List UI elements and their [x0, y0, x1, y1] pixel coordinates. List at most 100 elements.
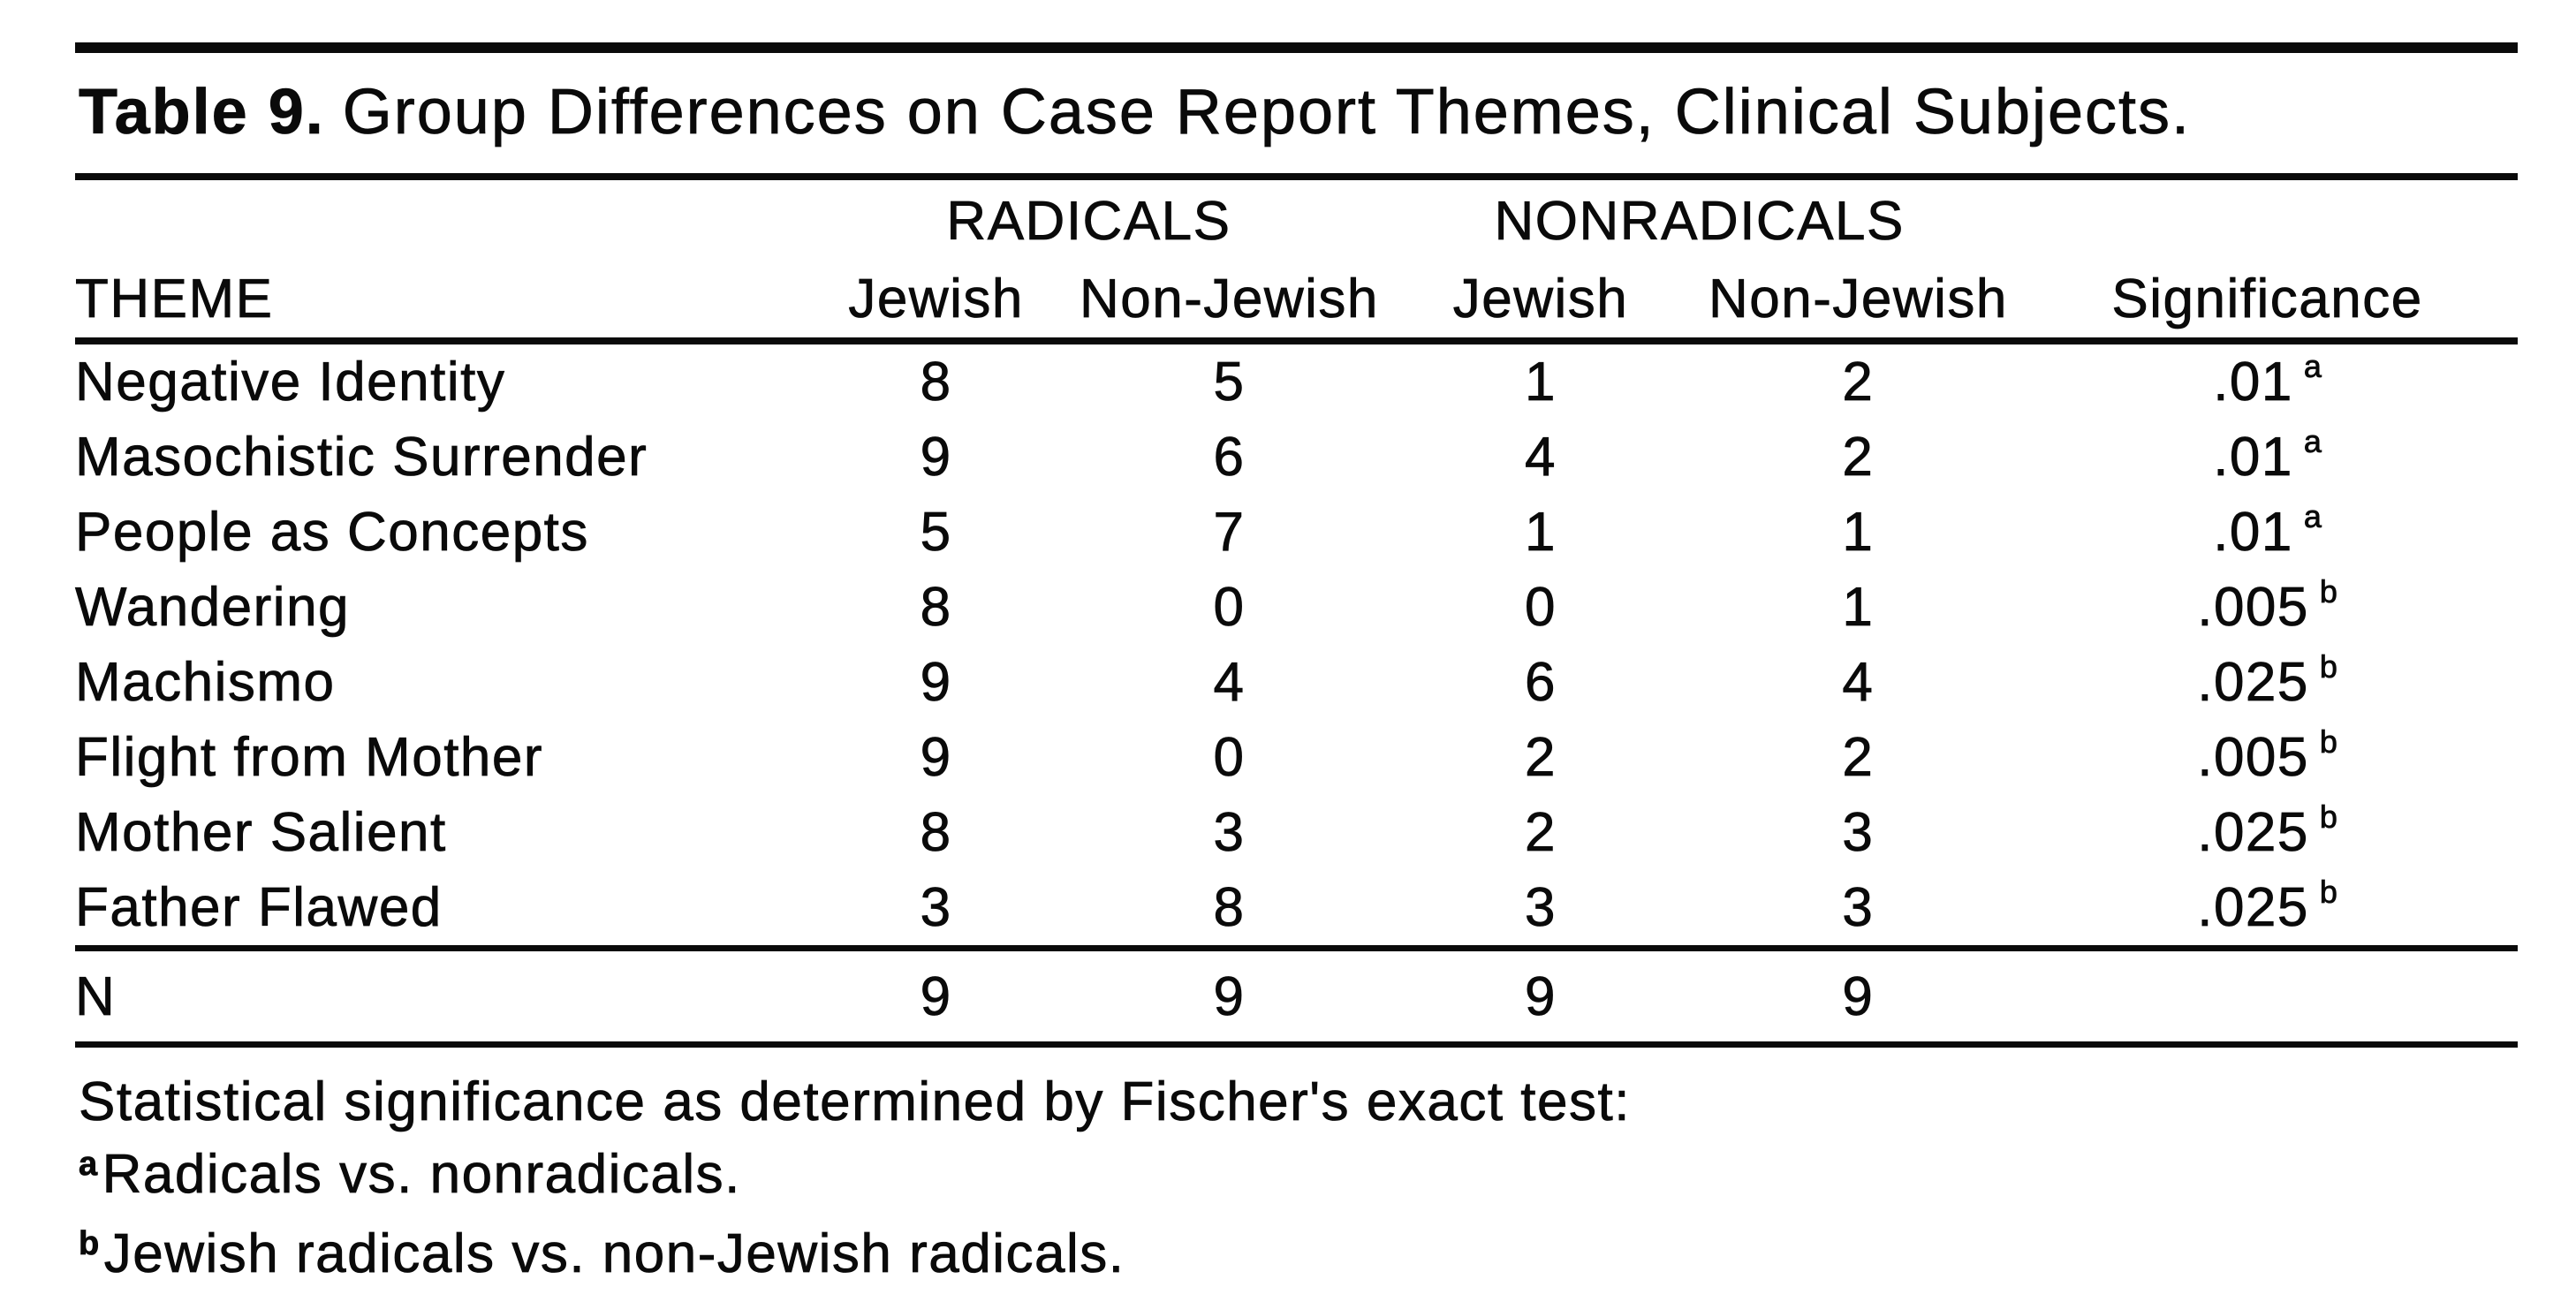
- column-header-radicals-non-jewish: Non-Jewish: [1076, 260, 1383, 344]
- footnote-b: bJewish radicals vs. non-Jewish radicals…: [79, 1223, 2518, 1293]
- value-cell: 2: [1842, 352, 1875, 413]
- n-row-label: N: [75, 945, 796, 1048]
- value-cell: 2: [1524, 727, 1557, 789]
- n-value-cell: 9: [1699, 945, 2018, 1048]
- footnote-a: aRadicals vs. nonradicals.: [79, 1143, 2518, 1214]
- value-cell: 8: [920, 802, 952, 864]
- value-cell: 9: [920, 727, 952, 789]
- value-cell: 8: [920, 577, 952, 639]
- significance-footnote-marker: b: [2319, 573, 2337, 610]
- table-row: Wandering 8 0 0 1 .005 b: [75, 570, 2518, 645]
- footnote-b-marker: b: [79, 1225, 101, 1263]
- table-title-text: Group Differences on Case Report Themes,…: [342, 77, 2192, 148]
- significance-cell: .005 b: [2017, 720, 2518, 795]
- significance-cell: .01 a: [2017, 495, 2518, 570]
- value-cell: 4: [1524, 427, 1557, 488]
- value-cell: 2: [1842, 427, 1875, 488]
- significance-value: .005: [2197, 727, 2309, 789]
- significance-footnote-marker: a: [2303, 498, 2322, 535]
- n-significance-cell: [2017, 945, 2518, 1048]
- value-cell: 3: [1842, 802, 1875, 864]
- value-cell: 6: [1524, 652, 1557, 714]
- value-cell: 8: [1213, 877, 1246, 939]
- case-report-themes-table: RADICALS NONRADICALS THEME Jewish Non-Je…: [75, 182, 2518, 1048]
- significance-cell: .025 b: [2017, 645, 2518, 720]
- n-value-cell: 9: [795, 945, 1077, 1048]
- table-row: Negative Identity 8 5 1 2 .01 a: [75, 341, 2518, 420]
- value-cell: 1: [1842, 577, 1875, 639]
- column-header-row: THEME Jewish Non-Jewish Jewish Non-Jewis…: [75, 260, 2518, 344]
- significance-footnote-marker: b: [2319, 874, 2337, 911]
- table-9-block: Table 9. Group Differences on Case Report…: [75, 0, 2518, 1302]
- value-cell: 3: [1842, 877, 1875, 939]
- theme-cell: Father Flawed: [75, 877, 443, 939]
- significance-value: .025: [2197, 877, 2309, 939]
- theme-cell: Negative Identity: [75, 352, 506, 413]
- table-row: People as Concepts 5 7 1 1 .01 a: [75, 495, 2518, 570]
- top-rule: [75, 42, 2518, 53]
- column-header-nonradicals-jewish: Jewish: [1382, 260, 1700, 344]
- table-row: Masochistic Surrender 9 6 4 2 .01 a: [75, 420, 2518, 495]
- significance-value: .01: [2213, 502, 2293, 564]
- value-cell: 5: [1213, 352, 1246, 413]
- value-cell: 5: [920, 502, 952, 564]
- table-row: Flight from Mother 9 0 2 2 .005 b: [75, 720, 2518, 795]
- column-header-radicals-jewish: Jewish: [795, 260, 1077, 344]
- n-value-cell: 9: [1382, 945, 1700, 1048]
- theme-cell: Flight from Mother: [75, 727, 544, 789]
- n-row: N 9 9 9 9: [75, 945, 2518, 1048]
- spacer-cell: [75, 182, 796, 260]
- scanned-paper-page: Table 9. Group Differences on Case Report…: [74, 42, 2518, 1285]
- group-header-nonradicals: NONRADICALS: [1494, 190, 1905, 252]
- value-cell: 9: [920, 652, 952, 714]
- title-rule: [75, 173, 2518, 180]
- significance-footnote-marker: a: [2303, 348, 2322, 385]
- table-title-number: Table 9.: [79, 77, 325, 148]
- column-header-theme: THEME: [75, 260, 796, 344]
- value-cell: 7: [1213, 502, 1246, 564]
- significance-footnote-marker: b: [2319, 648, 2337, 685]
- value-cell: 1: [1842, 502, 1875, 564]
- significance-footnote-marker: a: [2303, 423, 2322, 460]
- table-footnotes: Statistical significance as determined b…: [79, 1071, 2518, 1293]
- value-cell: 0: [1213, 577, 1246, 639]
- table-row: Mother Salient 8 3 2 3 .025 b: [75, 795, 2518, 870]
- value-cell: 8: [920, 352, 952, 413]
- theme-cell: People as Concepts: [75, 502, 589, 564]
- value-cell: 2: [1842, 727, 1875, 789]
- significance-cell: .005 b: [2017, 570, 2518, 645]
- significance-footnote-marker: b: [2319, 723, 2337, 761]
- value-cell: 6: [1213, 427, 1246, 488]
- significance-cell: .01 a: [2017, 341, 2518, 420]
- footnote-b-text: Jewish radicals vs. non-Jewish radicals.: [103, 1223, 1125, 1285]
- value-cell: 1: [1524, 352, 1557, 413]
- value-cell: 4: [1213, 652, 1246, 714]
- column-header-nonradicals-non-jewish: Non-Jewish: [1699, 260, 2018, 344]
- group-header-radicals: RADICALS: [946, 190, 1231, 252]
- value-cell: 1: [1524, 502, 1557, 564]
- significance-cell: .025 b: [2017, 795, 2518, 870]
- value-cell: 3: [1213, 802, 1246, 864]
- value-cell: 3: [920, 877, 952, 939]
- table-row: Machismo 9 4 6 4 .025 b: [75, 645, 2518, 720]
- significance-footnote-marker: b: [2319, 799, 2337, 836]
- footnote-a-marker: a: [79, 1146, 99, 1184]
- table-title: Table 9. Group Differences on Case Report…: [79, 72, 2518, 152]
- n-value-cell: 9: [1076, 945, 1383, 1048]
- significance-value: .025: [2197, 802, 2309, 864]
- value-cell: 0: [1213, 727, 1246, 789]
- spacer-cell: [2017, 182, 2518, 260]
- table-row: Father Flawed 3 8 3 3 .025 b: [75, 870, 2518, 949]
- significance-value: .01: [2213, 352, 2293, 413]
- theme-cell: Mother Salient: [75, 802, 447, 864]
- significance-value: .01: [2213, 427, 2293, 488]
- significance-cell: .01 a: [2017, 420, 2518, 495]
- value-cell: 9: [920, 427, 952, 488]
- group-header-row: RADICALS NONRADICALS: [75, 182, 2518, 260]
- significance-cell: .025 b: [2017, 870, 2518, 949]
- footnote-a-text: Radicals vs. nonradicals.: [102, 1144, 741, 1206]
- value-cell: 2: [1524, 802, 1557, 864]
- significance-value: .025: [2197, 652, 2309, 714]
- column-header-significance: Significance: [2017, 260, 2518, 344]
- value-cell: 0: [1524, 577, 1557, 639]
